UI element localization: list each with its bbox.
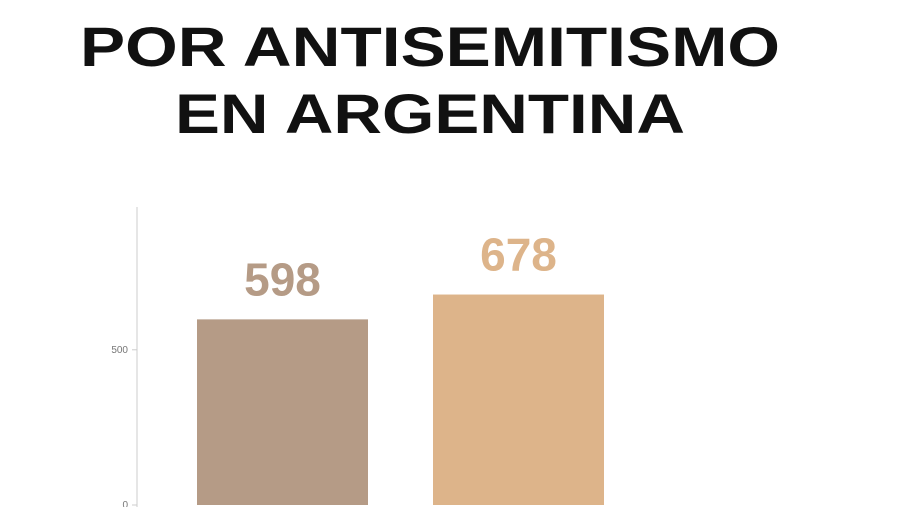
chart-title: EN ARGENTINA <box>175 82 685 145</box>
value-label: 598 <box>244 253 321 305</box>
chart-title: POR ANTISEMITISMO <box>80 15 780 78</box>
y-tick-label: 500 <box>111 345 128 356</box>
y-tick-label: 0 <box>122 500 128 507</box>
bar <box>197 319 368 505</box>
bar <box>433 294 604 505</box>
value-label: 678 <box>480 229 557 281</box>
